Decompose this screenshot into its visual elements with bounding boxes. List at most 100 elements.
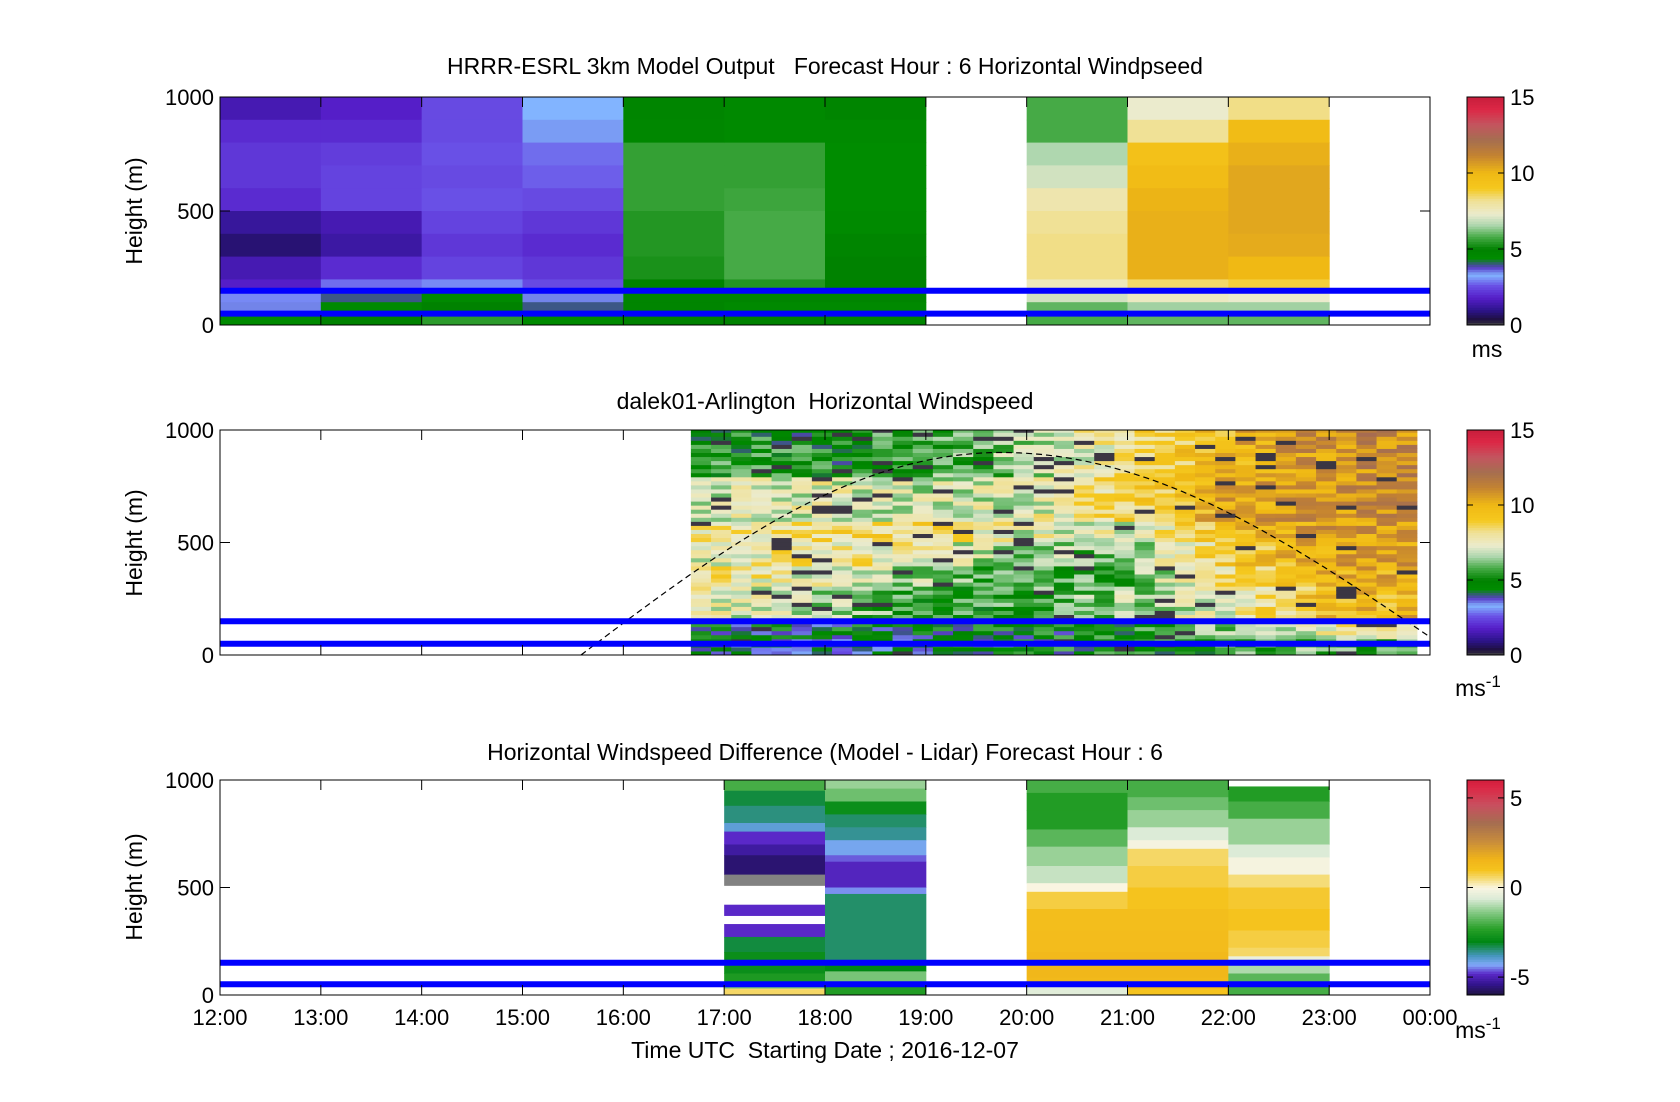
heatmap-cell	[731, 574, 752, 579]
heatmap-cell	[1033, 650, 1055, 655]
heatmap-cell	[1275, 444, 1297, 449]
heatmap-cell	[832, 440, 853, 445]
heatmap-cell	[1094, 553, 1115, 559]
heatmap-cell	[811, 521, 833, 526]
heatmap-cell	[1295, 430, 1317, 433]
heatmap-cell	[1195, 501, 1216, 506]
heatmap-cell	[811, 622, 833, 628]
colorbar-segment	[1467, 645, 1504, 648]
colorbar-segment	[1467, 592, 1504, 596]
heatmap-cell	[872, 565, 894, 571]
heatmap-cell	[1235, 561, 1257, 567]
heatmap-cell	[1356, 484, 1378, 490]
heatmap-cell	[993, 509, 1015, 514]
heatmap-cell	[1154, 513, 1176, 518]
heatmap-cell	[1396, 464, 1418, 470]
heatmap-cell	[1215, 444, 1236, 449]
heatmap-cell	[771, 646, 793, 652]
colorbar-segment	[1467, 894, 1504, 898]
heatmap-cell	[1174, 586, 1196, 591]
heatmap-cell	[832, 557, 853, 563]
heatmap-cell	[1154, 509, 1176, 514]
heatmap-cell	[1356, 549, 1378, 555]
heatmap-cell	[1295, 557, 1317, 563]
heatmap-cell	[825, 279, 927, 292]
heatmap-cell	[872, 594, 894, 599]
heatmap-cell	[993, 578, 1015, 583]
heatmap-cell	[1255, 553, 1277, 559]
heatmap-cell	[1114, 456, 1136, 462]
heatmap-cell	[811, 553, 833, 559]
heatmap-cell	[1215, 488, 1236, 494]
heatmap-cell	[892, 574, 914, 579]
colorbar-segment	[1467, 615, 1504, 618]
heatmap-cell	[932, 622, 954, 628]
heatmap-cell	[791, 452, 813, 458]
colorbar-segment	[1467, 109, 1504, 113]
heatmap-cell	[1134, 533, 1156, 539]
heatmap-cell	[1336, 565, 1357, 571]
colorbar-segment	[1467, 971, 1504, 974]
heatmap-cell	[932, 634, 954, 640]
colorbar-segment	[1467, 99, 1504, 103]
heatmap-cell	[690, 488, 712, 494]
heatmap-cell	[731, 578, 752, 583]
colorbar-segment	[1467, 312, 1504, 316]
heatmap-cell	[1396, 488, 1418, 494]
heatmap-cell	[1013, 484, 1035, 490]
heatmap-cell	[1336, 484, 1357, 490]
colorbar-segment	[1467, 452, 1504, 456]
heatmap-cell	[1215, 484, 1236, 490]
heatmap-cell	[771, 622, 793, 628]
heatmap-cell	[892, 521, 914, 526]
heatmap-cell	[1074, 630, 1095, 636]
heatmap-cell	[932, 456, 954, 462]
heatmap-cell	[1255, 521, 1277, 526]
heatmap-cell	[1195, 650, 1216, 655]
heatmap-cell	[1094, 525, 1115, 530]
heatmap-cell	[1295, 444, 1317, 449]
heatmap-cell	[791, 513, 813, 518]
heatmap-cell	[1134, 525, 1156, 530]
heatmap-cell	[832, 545, 853, 551]
heatmap-cell	[1295, 468, 1317, 474]
heatmap-cell	[1356, 561, 1378, 567]
heatmap-cell	[1094, 626, 1115, 632]
heatmap-cell	[1215, 569, 1236, 575]
heatmap-cell	[993, 513, 1015, 518]
heatmap-cell	[1356, 569, 1378, 575]
x-tick-label: 17:00	[697, 1005, 752, 1030]
heatmap-cell	[1074, 634, 1095, 640]
heatmap-cell	[1114, 476, 1136, 482]
heatmap-cell	[1154, 561, 1176, 567]
heatmap-cell	[1316, 513, 1337, 518]
heatmap-cell	[912, 598, 934, 603]
heatmap-cell	[1074, 590, 1095, 595]
heatmap-cell	[690, 582, 712, 587]
heatmap-cell	[892, 497, 914, 502]
heatmap-cell	[1154, 578, 1176, 583]
heatmap-cell	[1154, 549, 1176, 555]
colorbar-tick-label: 0	[1510, 876, 1522, 901]
heatmap-cell	[1295, 650, 1317, 655]
heatmap-cell	[1195, 557, 1216, 563]
colorbar-segment	[1467, 811, 1504, 814]
heatmap-cell	[1127, 142, 1229, 166]
heatmap-cell	[220, 290, 322, 303]
heatmap-cell	[1275, 650, 1297, 655]
heatmap-cell	[1033, 569, 1055, 575]
heatmap-cell	[1356, 505, 1378, 510]
heatmap-cell	[690, 598, 712, 603]
heatmap-cell	[771, 614, 793, 620]
heatmap-cell	[1228, 909, 1330, 931]
heatmap-cell	[932, 598, 954, 603]
heatmap-cell	[973, 533, 994, 539]
colorbar-segment	[1467, 987, 1504, 991]
heatmap-cell	[811, 533, 833, 539]
heatmap-cell	[1094, 533, 1115, 539]
heatmap-cell	[912, 493, 934, 498]
heatmap-cell	[690, 586, 712, 591]
heatmap-cell	[1174, 448, 1196, 453]
heatmap-cell	[771, 440, 793, 445]
heatmap-cell	[953, 634, 974, 640]
